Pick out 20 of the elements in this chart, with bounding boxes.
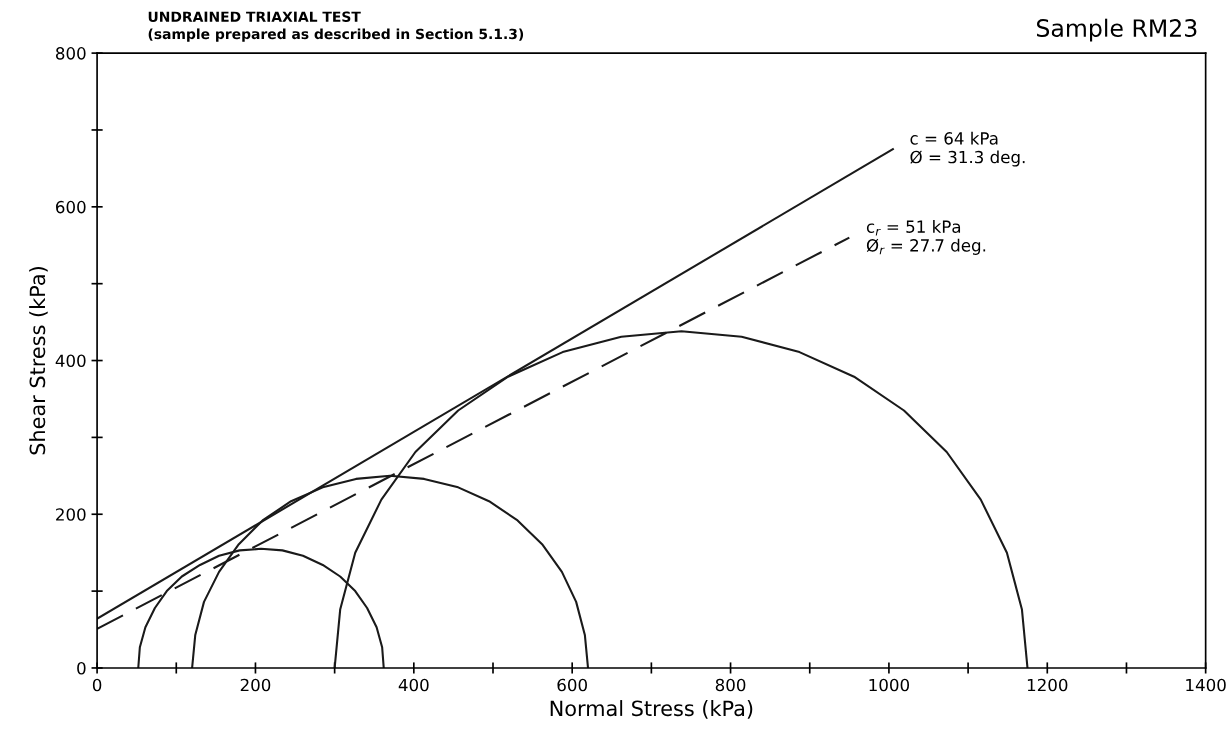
- y-tick-label: 0: [77, 661, 86, 675]
- x-tick-label: 400: [398, 678, 429, 692]
- x-tick-label: 1200: [1027, 678, 1068, 692]
- x-axis-title: Normal Stress (kPa): [550, 700, 753, 719]
- x-tick-label: 800: [715, 678, 746, 692]
- y-tick-label: 800: [55, 47, 86, 60]
- y-tick-label: 200: [56, 508, 86, 521]
- x-tick-label: 0: [92, 678, 102, 692]
- x-tick-label: 1000: [869, 678, 910, 692]
- x-tick-label: 600: [557, 678, 587, 692]
- y-axis-title: Shear Stress (kPa): [29, 267, 48, 455]
- y-tick-label: 600: [56, 200, 86, 214]
- annotation: c$_{r}$ = 51 kPa Ø$_{r}$ = 27.7 deg.: [866, 220, 986, 255]
- x-tick-label: 200: [240, 678, 271, 692]
- annotation: c = 64 kPa Ø = 31.3 deg.: [910, 131, 1025, 167]
- chart-title: UNDRAINED TRIAXIAL TEST: [148, 11, 361, 22]
- text: Sample RM23: [1036, 18, 1197, 42]
- x-tick-label: 1400: [1186, 678, 1226, 692]
- chart-subtitle: (sample prepared as described in Section 5.1.3): [148, 28, 524, 42]
- y-tick-label: 400: [55, 354, 86, 368]
